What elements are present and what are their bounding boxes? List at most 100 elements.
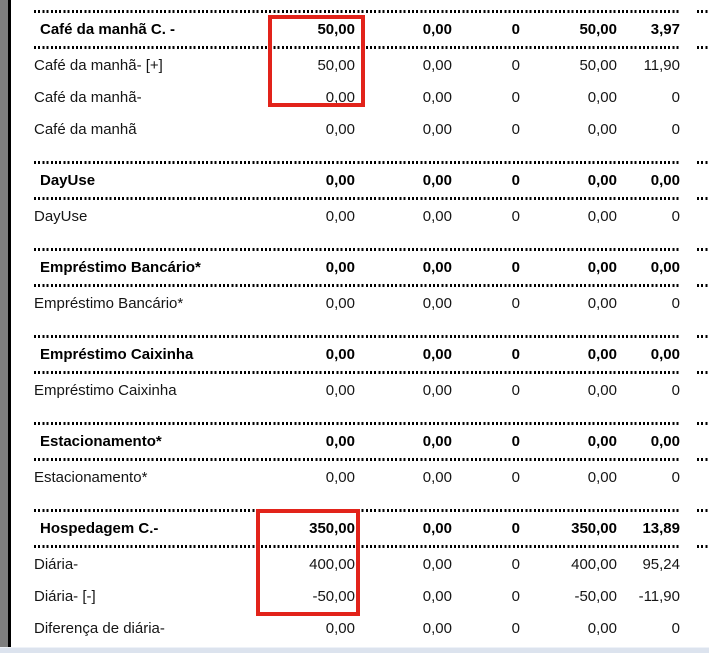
horizontal-scrollbar-track[interactable] [0, 647, 709, 653]
value-cell-col5: 0 [671, 120, 680, 138]
value-cell-col1: 0,00 [325, 88, 355, 106]
dotted-separator [11, 161, 709, 164]
value-cell-col5: 0,00 [650, 433, 680, 450]
item-row: Empréstimo Bancário* 0,00 0,00 0 0,00 0 [11, 287, 709, 319]
value-cell-col4: 50,00 [579, 21, 617, 38]
report-section: Empréstimo Caixinha 0,00 0,00 0 0,00 0,00 Empr… [11, 335, 709, 406]
value-cell-col3: 0 [511, 587, 520, 605]
value-cell-col1: 0,00 [325, 468, 355, 486]
value-cell-col3: 0 [511, 294, 520, 312]
item-label: DayUse [34, 207, 88, 225]
category-label: Hospedagem C.- [40, 520, 159, 537]
item-label: Café da manhã- [+] [34, 56, 163, 74]
value-cell-col1: 0,00 [325, 346, 355, 363]
value-cell-col4: 0,00 [587, 294, 617, 312]
report-section: Hospedagem C.- 350,00 0,00 0 350,00 13,89 Diár… [11, 509, 709, 644]
dotted-separator-tail [697, 46, 709, 49]
value-cell-col4: 0,00 [587, 120, 617, 138]
dotted-separator [11, 509, 709, 512]
dotted-separator-segment [34, 10, 681, 13]
value-cell-col3: 0 [511, 56, 520, 74]
value-cell-col4: 0,00 [587, 346, 617, 363]
category-label: Empréstimo Bancário* [40, 259, 201, 276]
value-cell-col4: 0,00 [587, 88, 617, 106]
value-cell-col1: 0,00 [325, 207, 355, 225]
item-row: Empréstimo Caixinha 0,00 0,00 0 0,00 0 [11, 374, 709, 406]
value-cell-col2: 0,00 [422, 433, 452, 450]
value-cell-col3: 0 [511, 172, 520, 189]
value-cell-col2: 0,00 [422, 468, 452, 486]
item-row: Café da manhã 0,00 0,00 0 0,00 0 [11, 113, 709, 145]
category-total-row: Hospedagem C.- 350,00 0,00 0 350,00 13,89 [11, 512, 709, 545]
window-edge-strip [0, 0, 8, 647]
dotted-separator-tail [697, 248, 709, 251]
dotted-separator-segment [34, 335, 681, 338]
item-row: Café da manhã- 0,00 0,00 0 0,00 0 [11, 81, 709, 113]
category-total-row: Café da manhã C. - 50,00 0,00 0 50,00 3,97 [11, 13, 709, 46]
category-total-row: DayUse 0,00 0,00 0 0,00 0,00 [11, 164, 709, 197]
value-cell-col2: 0,00 [422, 207, 452, 225]
dotted-separator [11, 46, 709, 49]
dotted-separator-segment [34, 371, 681, 374]
dotted-separator [11, 458, 709, 461]
item-row: Diária- 400,00 0,00 0 400,00 95,24 [11, 548, 709, 580]
dotted-separator [11, 284, 709, 287]
report-section: Empréstimo Bancário* 0,00 0,00 0 0,00 0,00 Emp… [11, 248, 709, 319]
value-cell-col1: 0,00 [325, 172, 355, 189]
value-cell-col4: 0,00 [587, 381, 617, 399]
item-label: Diária- [34, 555, 79, 573]
value-cell-col5: 0 [671, 207, 680, 225]
value-cell-col5: 0,00 [650, 259, 680, 276]
dotted-separator-tail [697, 10, 709, 13]
dotted-separator-segment [34, 46, 681, 49]
dotted-separator-segment [34, 509, 681, 512]
page-left-border [8, 0, 11, 647]
value-cell-col3: 0 [511, 555, 520, 573]
dotted-separator-tail [697, 335, 709, 338]
dotted-separator [11, 197, 709, 200]
value-cell-col1: 0,00 [325, 294, 355, 312]
value-cell-col3: 0 [511, 346, 520, 363]
dotted-separator-tail [697, 545, 709, 548]
item-label: Empréstimo Caixinha [34, 381, 177, 399]
value-cell-col3: 0 [511, 21, 520, 38]
value-cell-col4: 0,00 [587, 433, 617, 450]
value-cell-col3: 0 [511, 468, 520, 486]
value-cell-col2: 0,00 [422, 172, 452, 189]
dotted-separator-tail [697, 371, 709, 374]
item-row: Estacionamento* 0,00 0,00 0 0,00 0 [11, 461, 709, 493]
dotted-separator-tail [697, 458, 709, 461]
value-cell-col2: 0,00 [422, 21, 452, 38]
report-section: DayUse 0,00 0,00 0 0,00 0,00 DayUse 0,00 0,00 0 0,… [11, 161, 709, 232]
value-cell-col3: 0 [511, 381, 520, 399]
dotted-separator-segment [34, 161, 681, 164]
dotted-separator-tail [697, 284, 709, 287]
value-cell-col1: 0,00 [325, 381, 355, 399]
dotted-separator-segment [34, 422, 681, 425]
value-cell-col5: 0 [671, 381, 680, 399]
report-table: Café da manhã C. -50,00 0,00 0 50,00 3,97 Caf… [11, 10, 709, 660]
value-cell-col4: 0,00 [587, 619, 617, 637]
item-label: Estacionamento* [34, 468, 148, 486]
value-cell-col1: 0,00 [325, 120, 355, 138]
value-cell-col5: 0 [671, 619, 680, 637]
dotted-separator-segment [34, 248, 681, 251]
value-cell-col5: 95,24 [642, 555, 680, 573]
value-cell-col1: 350,00 [309, 520, 355, 537]
value-cell-col4: 0,00 [587, 468, 617, 486]
value-cell-col2: 0,00 [422, 88, 452, 106]
category-label: Café da manhã C. - [40, 21, 176, 38]
dotted-separator-tail [697, 422, 709, 425]
item-label: Diferença de diária- [34, 619, 165, 637]
value-cell-col3: 0 [511, 259, 520, 276]
value-cell-col2: 0,00 [422, 587, 452, 605]
value-cell-col4: 0,00 [587, 172, 617, 189]
value-cell-col3: 0 [511, 433, 520, 450]
dotted-separator [11, 371, 709, 374]
value-cell-col2: 0,00 [422, 346, 452, 363]
value-cell-col1: 50,00 [317, 56, 355, 74]
item-row: Diferença de diária- 0,00 0,00 0 0,00 0 [11, 612, 709, 644]
value-cell-col2: 0,00 [422, 259, 452, 276]
dotted-separator-segment [34, 545, 681, 548]
value-cell-col1: 0,00 [325, 619, 355, 637]
